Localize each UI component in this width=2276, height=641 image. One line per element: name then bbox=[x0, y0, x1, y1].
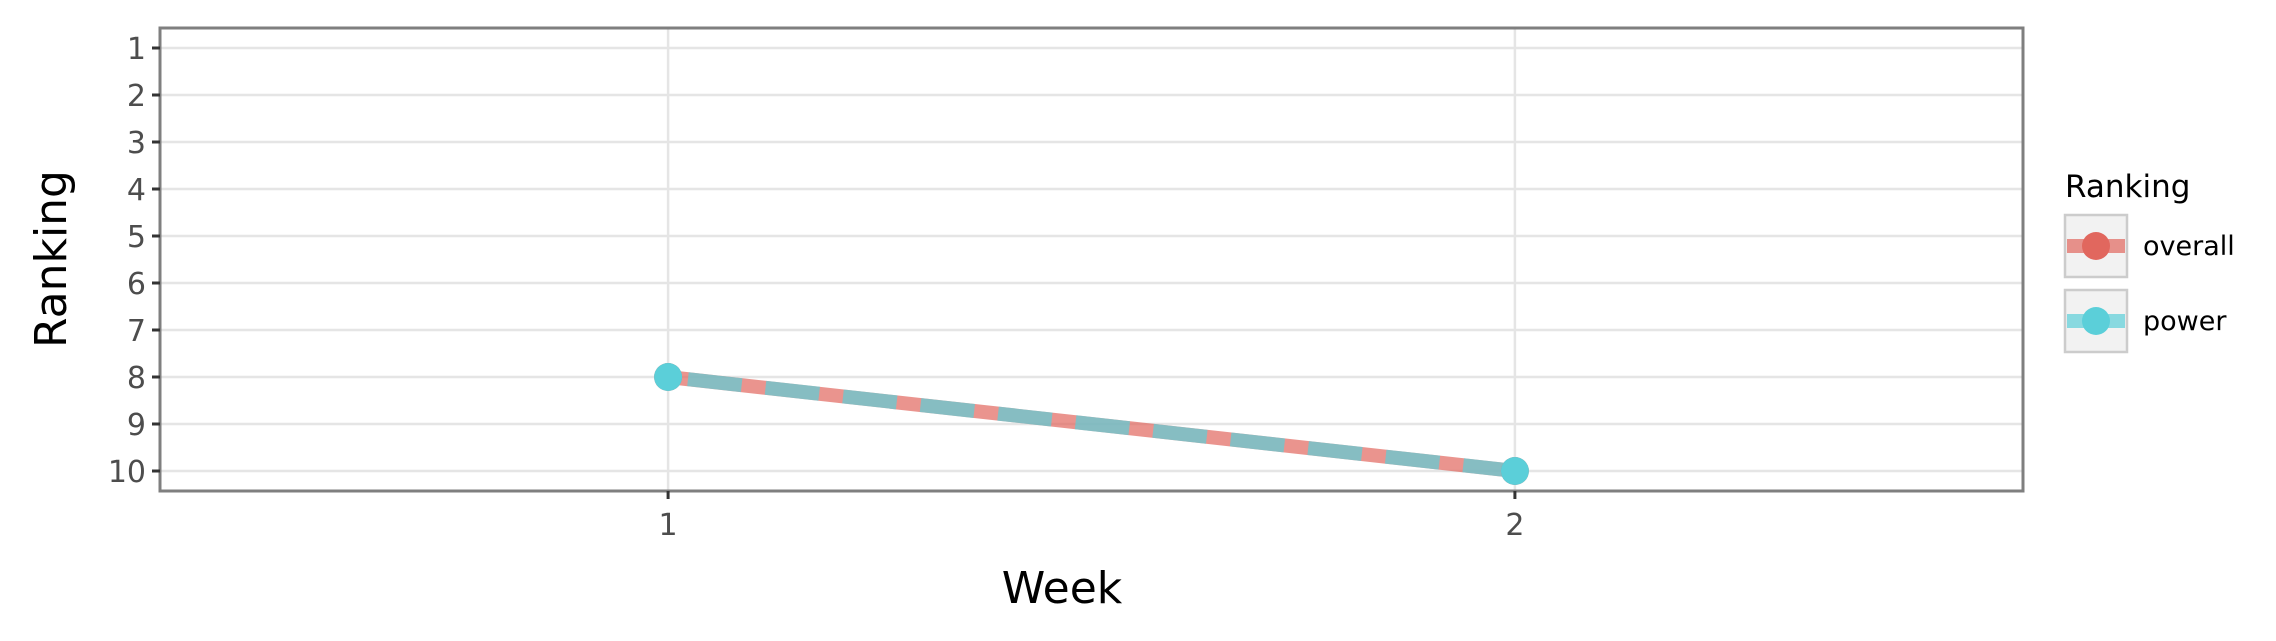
y-tick-label-3: 3 bbox=[127, 126, 146, 161]
y-tick-label-2: 2 bbox=[127, 79, 146, 114]
y-tick-label-1: 1 bbox=[127, 32, 146, 67]
y-axis-ticks: 1 2 3 4 5 6 7 8 9 10 bbox=[108, 32, 160, 490]
legend-label-power: power bbox=[2143, 306, 2227, 337]
y-tick-label-5: 5 bbox=[127, 220, 146, 255]
y-tick-label-4: 4 bbox=[127, 173, 146, 208]
y-tick-label-10: 10 bbox=[108, 455, 146, 490]
legend-items: overall power bbox=[2063, 213, 2235, 354]
y-axis-title: Ranking bbox=[26, 170, 77, 348]
legend-key-point-power bbox=[2082, 307, 2110, 335]
y-tick-label-9: 9 bbox=[127, 408, 146, 443]
legend-key-point-overall bbox=[2082, 232, 2110, 260]
x-tick-label-2: 2 bbox=[1505, 508, 1524, 543]
plot-panel-border bbox=[158, 26, 2025, 493]
grid-lines bbox=[160, 28, 2023, 491]
point-power-week-2 bbox=[1500, 457, 1529, 485]
legend-title: Ranking bbox=[2065, 169, 2190, 205]
series-line-power bbox=[667, 370, 1516, 478]
x-tick-label-1: 1 bbox=[659, 508, 678, 543]
series-points bbox=[654, 363, 1529, 485]
y-tick-label-8: 8 bbox=[127, 361, 146, 396]
series-lines bbox=[667, 370, 1516, 478]
x-axis-title: Week bbox=[1002, 563, 1123, 614]
legend: Ranking overall power bbox=[2063, 169, 2235, 354]
y-tick-label-6: 6 bbox=[127, 267, 146, 302]
legend-label-overall: overall bbox=[2143, 231, 2235, 262]
point-power-week-1 bbox=[654, 363, 683, 391]
y-tick-label-7: 7 bbox=[127, 314, 146, 349]
